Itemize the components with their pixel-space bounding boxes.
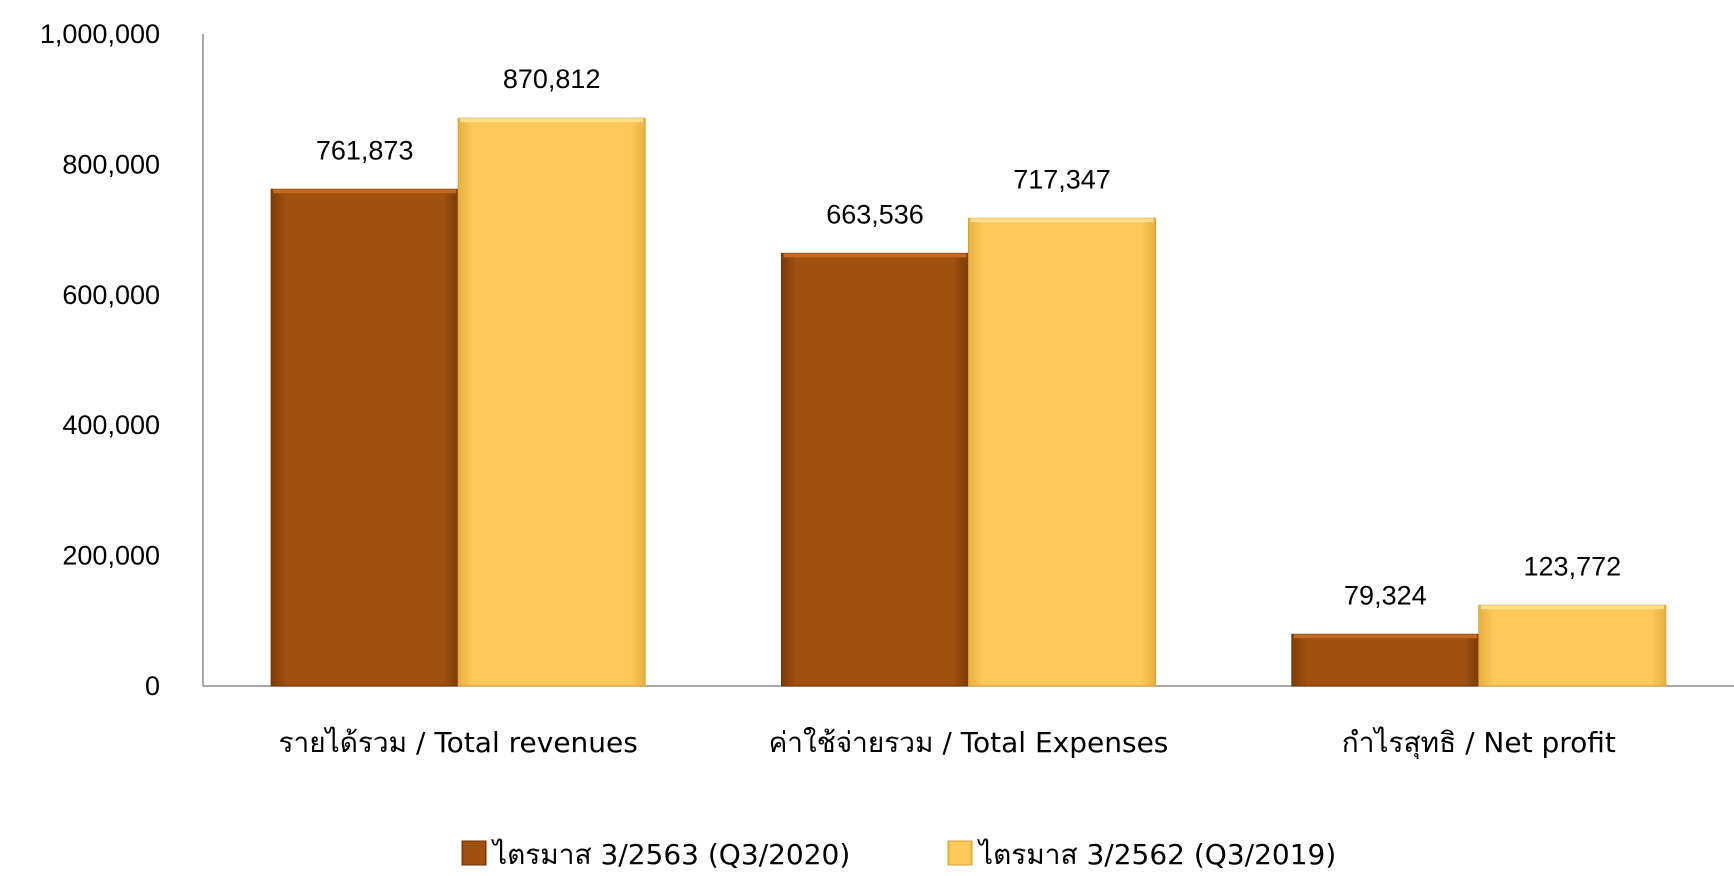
- data-label: 870,812: [503, 64, 601, 94]
- data-label: 79,324: [1344, 580, 1427, 610]
- y-tick-label: 1,000,000: [40, 19, 160, 49]
- y-tick-label: 600,000: [62, 280, 160, 310]
- data-label: 663,536: [826, 199, 924, 229]
- bar-highlight: [273, 189, 457, 194]
- bar-highlight: [783, 253, 967, 258]
- legend-item: ไตรมาส 3/2563 (Q3/2020): [461, 838, 850, 871]
- category-labels: รายได้รวม / Total revenues ค่าใช้จ่ายรวม …: [278, 726, 1615, 760]
- y-tick-label: 200,000: [62, 541, 160, 571]
- data-label: 761,873: [316, 135, 414, 165]
- bar-q3-2020: [781, 252, 969, 687]
- legend-label: ไตรมาส 3/2563 (Q3/2020): [491, 838, 850, 871]
- legend-label: ไตรมาส 3/2562 (Q3/2019): [977, 838, 1336, 871]
- legend-swatch: [461, 840, 487, 866]
- y-tick-label: 400,000: [62, 410, 160, 440]
- data-label: 717,347: [1013, 164, 1111, 194]
- y-tick-label: 800,000: [62, 149, 160, 179]
- legend: ไตรมาส 3/2563 (Q3/2020) ไตรมาส 3/2562 (Q3…: [461, 838, 1336, 871]
- category-label: กำไรสุทธิ / Net profit: [1342, 726, 1616, 760]
- axes: 0 200,000 400,000 600,000 800,000 1,000,000: [40, 19, 1734, 701]
- legend-swatch: [947, 840, 973, 866]
- category-label: รายได้รวม / Total revenues: [278, 726, 637, 759]
- bar-q3-2020: [270, 188, 459, 687]
- bar-highlight: [1480, 605, 1664, 610]
- data-labels: 761,873 870,812 663,536 717,347 79,324 123,77…: [316, 64, 1621, 610]
- legend-item: ไตรมาส 3/2562 (Q3/2019): [947, 838, 1336, 871]
- bars: [270, 117, 1667, 687]
- bar-highlight: [970, 218, 1154, 223]
- bar-q3-2019: [457, 117, 646, 687]
- data-label: 123,772: [1524, 551, 1622, 581]
- bar-q3-2019: [968, 217, 1156, 687]
- category-label: ค่าใช้จ่ายรวม / Total Expenses: [769, 726, 1169, 759]
- bar-q3-2019: [1478, 604, 1667, 687]
- bar-highlight: [460, 118, 644, 123]
- bar-q3-2020: [1291, 633, 1480, 687]
- y-tick-label: 0: [145, 671, 160, 701]
- bar-highlight: [1293, 634, 1477, 639]
